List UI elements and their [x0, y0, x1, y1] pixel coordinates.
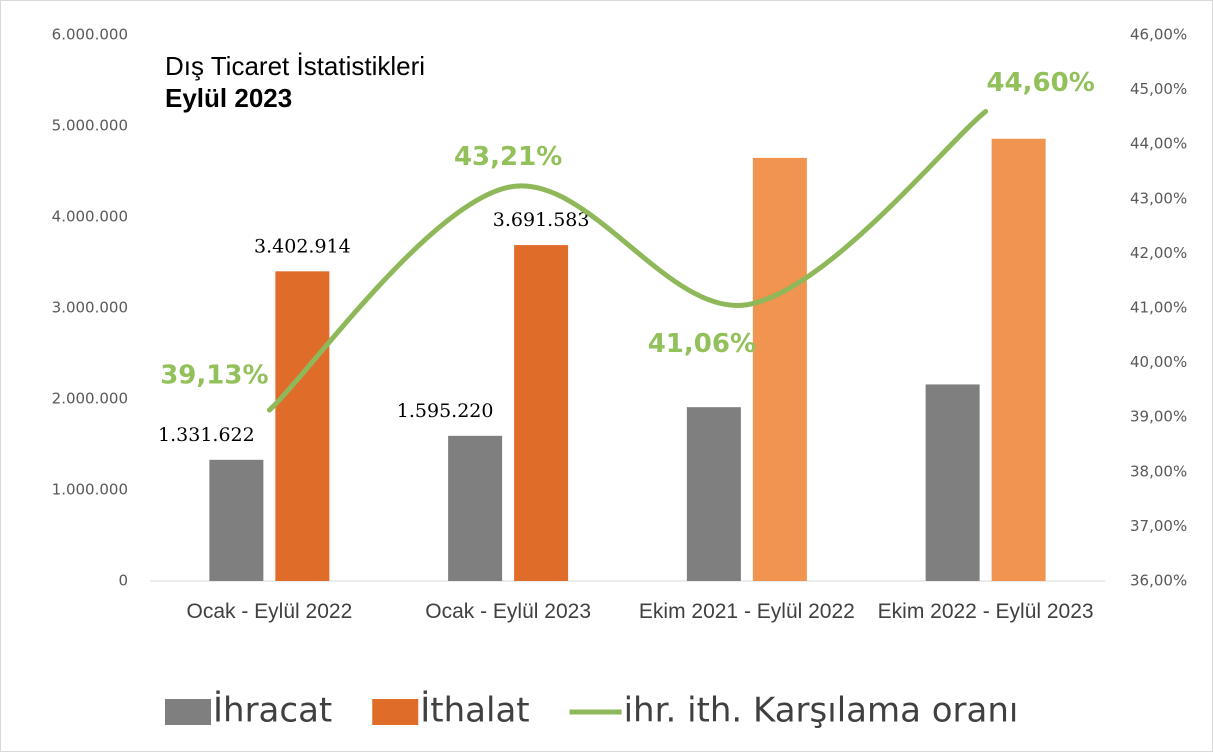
- chart-title: Dış Ticaret İstatistikleri: [165, 51, 425, 81]
- data-label: 3.691.583: [493, 209, 590, 231]
- y-tick-label: 1.000.000: [52, 481, 128, 499]
- x-tick-label-box: Ekim 2022 - Eylül 2023: [877, 600, 1094, 623]
- line-label: 43,21%: [454, 142, 562, 172]
- y-tick-label: 4.000.000: [52, 208, 128, 226]
- y2-tick-label: 40,00%: [1130, 353, 1187, 371]
- x-tick-label-box: Ocak - Eylül 2023: [425, 600, 591, 623]
- legend-label: İthalat: [420, 691, 529, 731]
- bar: [514, 245, 569, 581]
- bar: [991, 138, 1046, 582]
- y-tick-label: 6.000.000: [52, 26, 128, 44]
- line-label: 41,06%: [648, 329, 756, 359]
- data-label: 1.595.220: [397, 400, 494, 422]
- y2-tick-label: 37,00%: [1130, 517, 1187, 535]
- bar: [686, 407, 741, 581]
- x-tick-label: Ocak - Eylül 2022: [186, 600, 353, 623]
- y2-tick-label: 39,00%: [1130, 408, 1187, 426]
- y2-tick-label: 36,00%: [1130, 572, 1187, 590]
- bar: [209, 459, 264, 581]
- y2-tick-label: 46,00%: [1130, 26, 1187, 44]
- x-tick-label: Ekim 2022 - Eylül 2023: [877, 600, 1094, 623]
- line-label: 44,60%: [986, 68, 1094, 98]
- chart-subtitle: Eylül 2023: [165, 83, 292, 113]
- y-tick-label: 3.000.000: [52, 299, 128, 317]
- y-tick-label: 0: [118, 572, 128, 590]
- y2-tick-label: 44,00%: [1130, 135, 1187, 153]
- y2-tick-label: 41,00%: [1130, 299, 1187, 317]
- x-tick-label: Ocak - Eylül 2023: [425, 600, 591, 623]
- bar: [925, 384, 980, 581]
- y-tick-label: 5.000.000: [52, 117, 128, 135]
- data-label: 1.331.622: [158, 424, 255, 446]
- line-label: 39,13%: [160, 361, 268, 391]
- line: [266, 108, 989, 413]
- legend-swatch: [165, 699, 211, 725]
- bar: [275, 271, 330, 581]
- x-tick-label-box: Ocak - Eylül 2022: [186, 600, 353, 623]
- x-tick-label: Ekim 2021 - Eylül 2022: [638, 600, 855, 623]
- bar: [752, 157, 807, 581]
- y-tick-label: 2.000.000: [52, 390, 128, 408]
- bar: [448, 435, 503, 581]
- y2-tick-label: 45,00%: [1130, 80, 1187, 98]
- legend-label: İhracat: [213, 691, 332, 731]
- x-tick-label-box: Ekim 2021 - Eylül 2022: [638, 600, 855, 623]
- legend-label: ihr. ith. Karşılama oranı: [624, 691, 1019, 731]
- y2-tick-label: 42,00%: [1130, 244, 1187, 262]
- y2-tick-label: 43,00%: [1130, 189, 1187, 207]
- data-label: 3.402.914: [254, 235, 351, 257]
- legend-swatch: [372, 699, 419, 725]
- y2-tick-label: 38,00%: [1130, 462, 1187, 480]
